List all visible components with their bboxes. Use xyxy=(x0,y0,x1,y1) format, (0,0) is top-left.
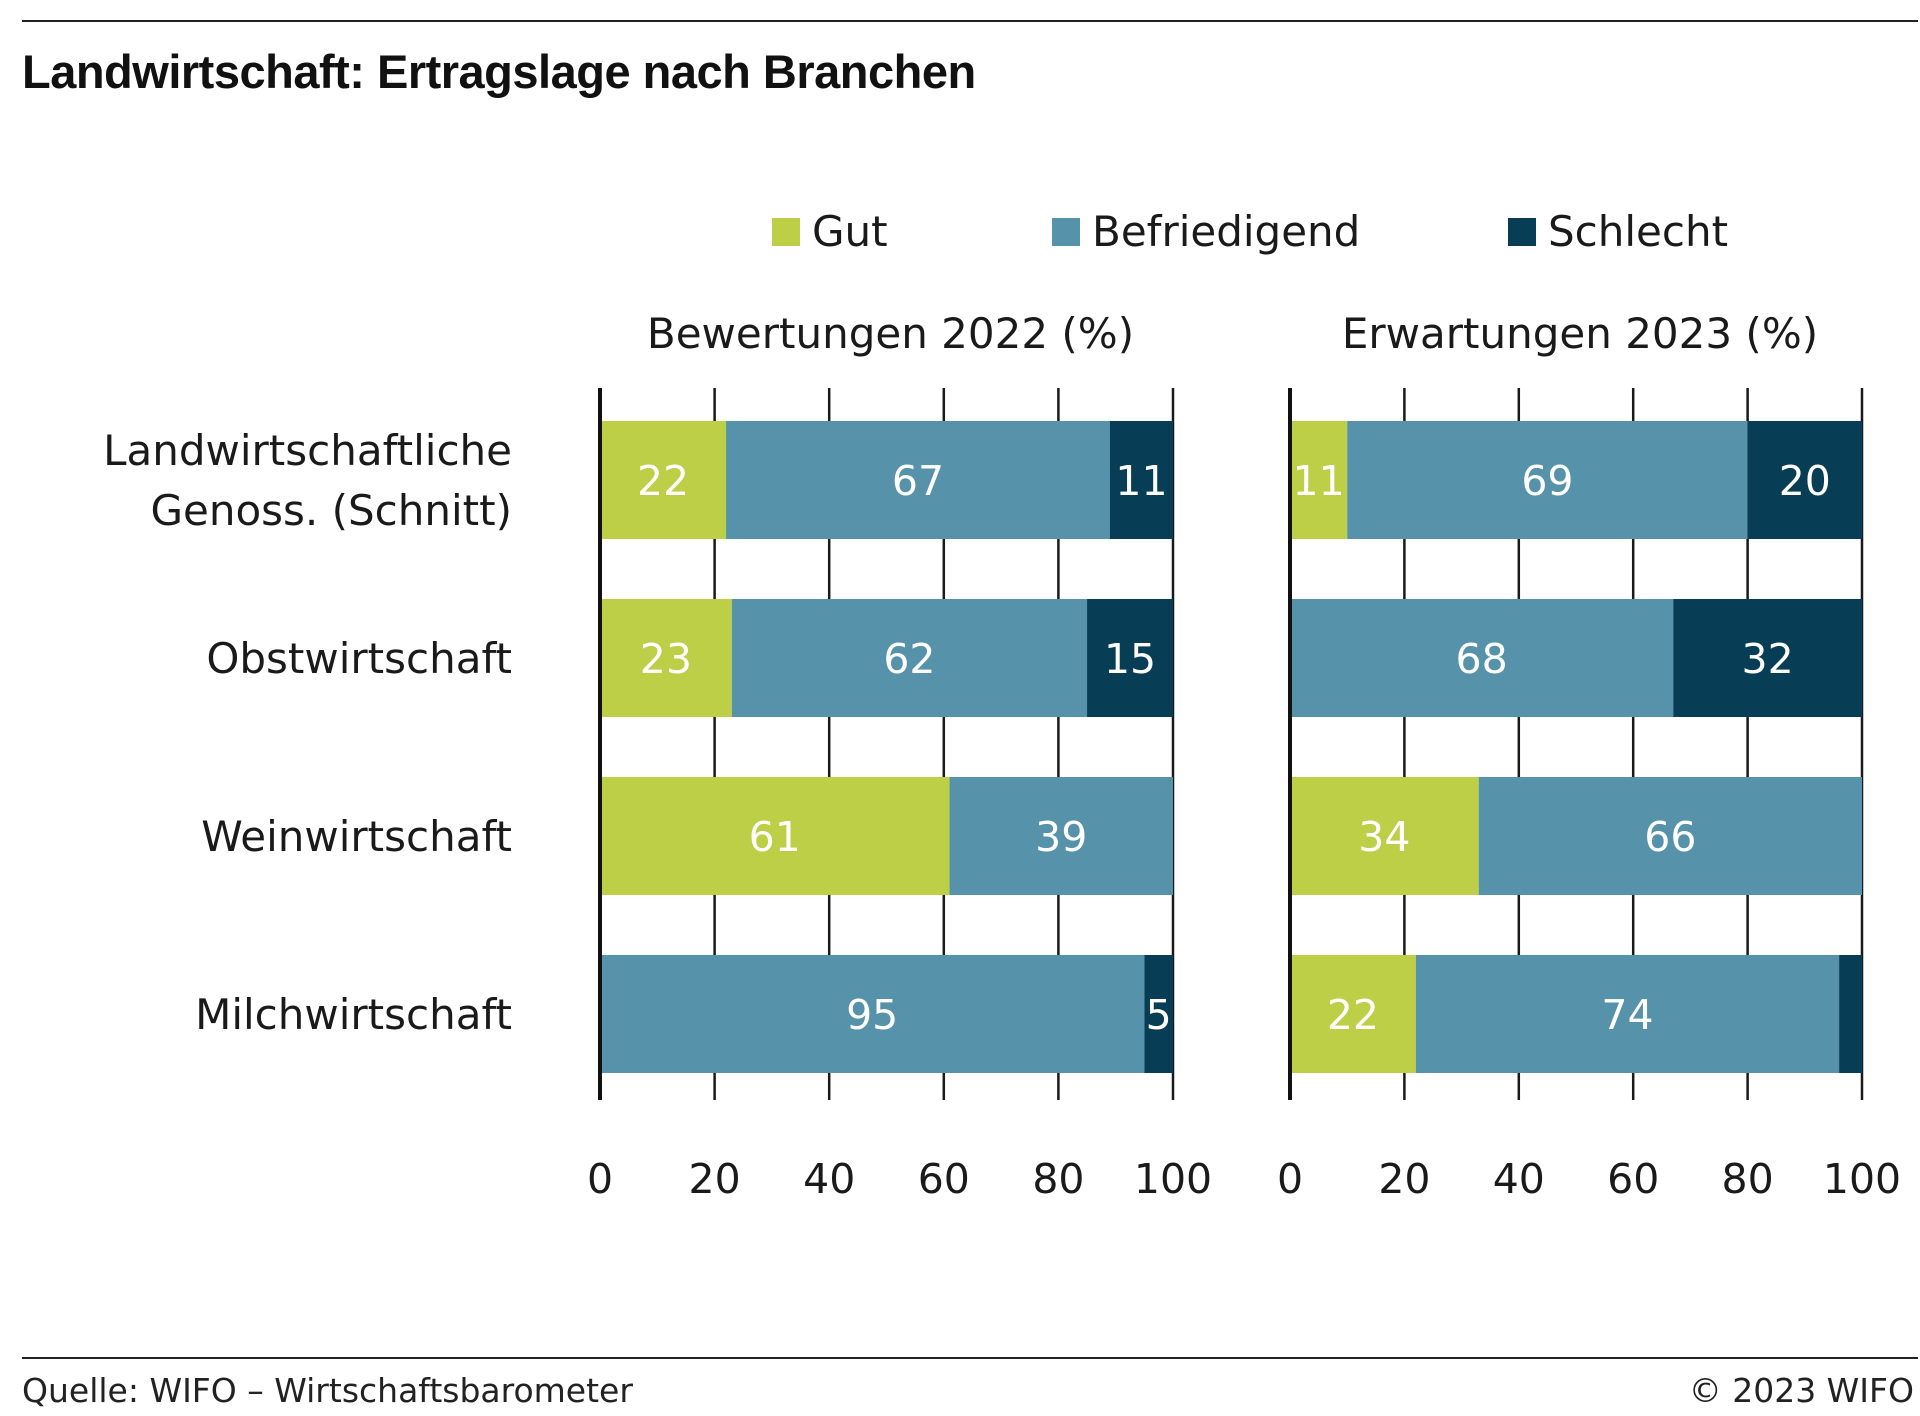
panel-title: Erwartungen 2023 (%) xyxy=(1342,309,1818,358)
data-label: 34 xyxy=(1358,813,1410,861)
data-label: 22 xyxy=(1327,991,1379,1039)
bottom-rule xyxy=(22,1357,1918,1359)
x-tick-label: 60 xyxy=(1607,1155,1659,1203)
data-label: 5 xyxy=(1146,991,1172,1039)
bar-segment-befriedigend xyxy=(1415,955,1840,1073)
x-tick-label: 80 xyxy=(1032,1155,1084,1203)
bar-segment-befriedigend xyxy=(1290,599,1674,717)
bar-segment-schlecht xyxy=(1087,599,1173,717)
bar-segment-schlecht xyxy=(1109,421,1173,539)
bar-segment-befriedigend xyxy=(1478,777,1862,895)
bar-segment-gut xyxy=(1290,955,1416,1073)
bar-segment-schlecht xyxy=(1673,599,1862,717)
data-label: 11 xyxy=(1293,457,1345,505)
bar-segment-schlecht xyxy=(1747,421,1862,539)
x-tick-label: 100 xyxy=(1134,1155,1212,1203)
x-tick-label: 0 xyxy=(587,1155,613,1203)
data-label: 69 xyxy=(1521,457,1573,505)
bar-segment-befriedigend xyxy=(600,955,1145,1073)
bar-segment-gut xyxy=(1290,777,1479,895)
x-tick-label: 0 xyxy=(1277,1155,1303,1203)
x-tick-label: 20 xyxy=(1378,1155,1430,1203)
data-label: 11 xyxy=(1115,457,1167,505)
legend-swatch-befriedigend xyxy=(1052,218,1080,246)
data-label: 39 xyxy=(1035,813,1087,861)
category-label: Weinwirtschaft xyxy=(201,812,512,861)
legend-swatch-gut xyxy=(772,218,800,246)
category-label: Landwirtschaftliche xyxy=(103,426,512,475)
data-label: 62 xyxy=(883,635,935,683)
category-label: Milchwirtschaft xyxy=(195,990,512,1039)
x-tick-label: 60 xyxy=(918,1155,970,1203)
category-label: Genoss. (Schnitt) xyxy=(150,486,512,535)
data-label: 68 xyxy=(1456,635,1508,683)
legend-swatch-schlecht xyxy=(1508,218,1536,246)
legend-label-schlecht: Schlecht xyxy=(1548,207,1728,256)
bar-segment-schlecht xyxy=(1144,955,1173,1073)
legend-label-gut: Gut xyxy=(812,207,888,256)
data-label: 66 xyxy=(1644,813,1696,861)
legend-label-befriedigend: Befriedigend xyxy=(1092,207,1360,256)
bar-segment-gut xyxy=(1290,421,1348,539)
x-tick-label: 80 xyxy=(1722,1155,1774,1203)
x-tick-label: 40 xyxy=(803,1155,855,1203)
data-label: 32 xyxy=(1742,635,1794,683)
data-label: 23 xyxy=(640,635,692,683)
bar-segment-gut xyxy=(600,421,727,539)
bar-segment-befriedigend xyxy=(1347,421,1748,539)
top-rule xyxy=(22,20,1918,22)
x-tick-label: 100 xyxy=(1823,1155,1901,1203)
x-tick-label: 40 xyxy=(1493,1155,1545,1203)
data-label: 15 xyxy=(1104,635,1156,683)
chart-title: Landwirtschaft: Ertragslage nach Branche… xyxy=(22,45,976,98)
bar-segment-schlecht xyxy=(1839,955,1862,1073)
source-note: Quelle: WIFO – Wirtschaftsbarometer xyxy=(22,1371,633,1410)
data-label: 74 xyxy=(1601,991,1653,1039)
data-label: 22 xyxy=(637,457,689,505)
bar-segment-gut xyxy=(600,599,732,717)
data-label: 61 xyxy=(749,813,801,861)
bar-segment-gut xyxy=(600,777,950,895)
panel-title: Bewertungen 2022 (%) xyxy=(647,309,1134,358)
data-label: 67 xyxy=(892,457,944,505)
bar-segment-befriedigend xyxy=(949,777,1173,895)
category-label: Obstwirtschaft xyxy=(206,634,512,683)
bar-segment-befriedigend xyxy=(731,599,1088,717)
x-tick-label: 20 xyxy=(689,1155,741,1203)
data-label: 95 xyxy=(846,991,898,1039)
bar-segment-befriedigend xyxy=(726,421,1110,539)
copyright-note: © 2023 WIFO xyxy=(1688,1371,1914,1410)
data-label: 20 xyxy=(1779,457,1831,505)
